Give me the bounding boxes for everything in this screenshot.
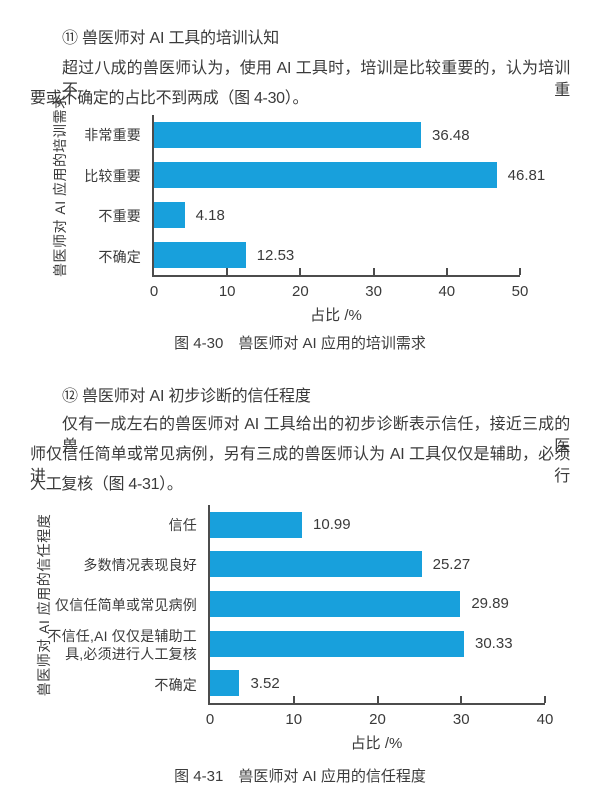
x-tick-mark <box>519 268 521 275</box>
bar-row: 12.53 <box>154 235 520 275</box>
bar-row: 3.52 <box>210 663 545 703</box>
bar-row: 10.99 <box>210 505 545 545</box>
x-tick-label: 50 <box>511 283 529 300</box>
bar-value-label: 4.18 <box>195 206 225 224</box>
x-tick-label: 10 <box>218 283 236 300</box>
bar <box>154 202 185 228</box>
paragraph-line: 要或不确定的占比不到两成（图 4-30）。 <box>30 90 309 107</box>
x-axis-label: 占比 /% <box>310 307 362 324</box>
category-label: 信任 <box>168 517 197 533</box>
x-axis-label: 占比 /% <box>350 735 403 752</box>
category-label: 不信任,AI 仅仅是辅助工 具,必须进行人工复核 <box>47 628 197 662</box>
category-label: 非常重要 <box>84 127 141 144</box>
category-label: 不确定 <box>98 248 141 265</box>
bar <box>210 551 422 578</box>
category-label-row: 多数情况表现良好 <box>30 545 197 585</box>
category-label: 不确定 <box>154 677 197 693</box>
x-tick-label: 10 <box>285 711 303 728</box>
bar-row: 36.48 <box>154 115 520 155</box>
section-heading-11: ⑪ 兽医师对 AI 工具的培训认知 <box>62 30 280 47</box>
bar <box>210 511 303 538</box>
figure-caption: 图 4-30 兽医师对 AI 应用的培训需求 <box>174 335 426 352</box>
category-axis: 信任多数情况表现良好仅信任简单或常见病例不信任,AI 仅仅是辅助工 具,必须进行… <box>30 505 203 705</box>
category-axis: 非常重要比较重要不重要不确定 <box>30 115 147 277</box>
x-tick-mark <box>292 696 295 703</box>
x-tick-mark <box>226 268 229 275</box>
paragraph-line: 师仅信任简单或常见病例，另有三成的兽医师认为 AI 工具仅仅是辅助，必须进行 <box>30 446 570 485</box>
bar <box>154 242 246 268</box>
bar-value-label: 3.52 <box>250 674 280 692</box>
category-label: 多数情况表现良好 <box>83 557 197 573</box>
x-tick-label: 0 <box>205 711 215 728</box>
bar-row: 46.81 <box>154 155 545 195</box>
paragraph-line: 人工复核（图 4-31）。 <box>30 476 183 493</box>
category-label-row: 不确定 <box>30 237 141 278</box>
plot-area: 36.48 46.81 4.18 12.53 0 10 20 30 40 50 <box>150 115 545 300</box>
x-tick-label: 0 <box>149 283 159 300</box>
category-label-row: 不确定 <box>30 665 197 705</box>
bar <box>154 122 422 148</box>
x-tick-label: 40 <box>438 283 456 300</box>
category-label: 仅信任简单或常见病例 <box>55 597 197 613</box>
x-tick-label: 40 <box>536 711 554 728</box>
category-label-row: 信任 <box>30 505 197 545</box>
bar-row: 25.27 <box>210 545 545 585</box>
x-tick-label: 20 <box>369 711 386 728</box>
bar-row: 4.18 <box>154 195 520 235</box>
bar <box>210 670 240 697</box>
bar <box>154 162 497 188</box>
x-tick-mark <box>376 696 379 703</box>
bar-value-label: 46.81 <box>507 166 546 184</box>
category-label-row: 比较重要 <box>30 156 141 197</box>
section-heading-12: ⑫ 兽医师对 AI 初步诊断的信任程度 <box>62 388 311 405</box>
bar-value-label: 25.27 <box>432 555 471 573</box>
figure-caption: 图 4-31 兽医师对 AI 应用的信任程度 <box>174 768 426 785</box>
x-tick-mark <box>544 696 546 703</box>
x-tick-mark <box>372 268 375 275</box>
paragraph-line: 超过八成的兽医师认为，使用 AI 工具时，培训是比较重要的，认为培训不重 <box>62 60 570 99</box>
category-label-row: 仅信任简单或常见病例 <box>30 585 197 625</box>
category-label: 不重要 <box>98 208 141 225</box>
x-tick-label: 30 <box>452 711 470 728</box>
x-tick-label: 30 <box>365 283 382 300</box>
bar-value-label: 30.33 <box>475 635 513 653</box>
bar-row: 29.89 <box>210 584 545 624</box>
bar <box>210 590 461 617</box>
paragraph-line: 仅有一成左右的兽医师对 AI 工具给出的初步诊断表示信任，接近三成的兽医 <box>62 416 570 455</box>
bar <box>210 630 464 657</box>
bar-value-label: 12.53 <box>256 246 295 264</box>
x-tick-mark <box>460 696 463 703</box>
bar-row: 30.33 <box>210 624 545 664</box>
x-tick-mark <box>445 268 448 275</box>
bar-value-label: 29.89 <box>471 595 509 613</box>
bar-value-label: 36.48 <box>432 126 470 144</box>
x-tick-label: 20 <box>292 283 309 300</box>
category-label-row: 不重要 <box>30 196 141 237</box>
category-label-row: 不信任,AI 仅仅是辅助工 具,必须进行人工复核 <box>30 625 197 665</box>
category-label-row: 非常重要 <box>30 115 141 156</box>
plot-area: 10.99 25.27 29.89 30.33 3.52 0 10 20 30 40 <box>206 505 553 728</box>
x-tick-mark <box>299 268 302 275</box>
bar-value-label: 10.99 <box>313 516 351 534</box>
category-label: 比较重要 <box>84 167 141 184</box>
